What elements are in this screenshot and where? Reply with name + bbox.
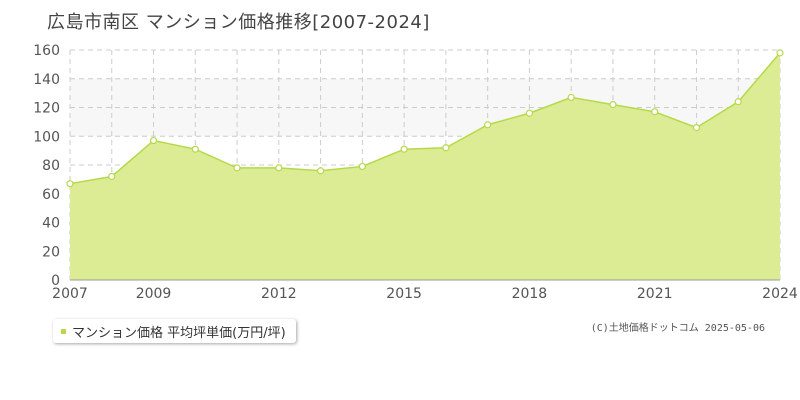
data-point <box>484 121 492 129</box>
data-point <box>108 172 116 181</box>
y-tick-label: 40 <box>42 216 60 232</box>
y-tick-label: 160 <box>33 43 60 59</box>
legend-label: マンション価格 平均坪単価(万円/坪) <box>72 325 286 341</box>
data-point <box>525 109 534 117</box>
y-tick-label: 0 <box>51 273 60 289</box>
copyright: (C)土地価格ドットコム 2025-05-06 <box>590 323 765 334</box>
data-point <box>442 144 450 152</box>
y-tick-label: 20 <box>42 244 60 260</box>
x-tick-label: 2018 <box>512 286 548 302</box>
y-tick-label: 140 <box>33 72 60 88</box>
data-point <box>275 164 283 172</box>
x-tick-label: 2015 <box>386 286 422 302</box>
x-tick-label: 2024 <box>762 286 798 302</box>
data-point <box>734 98 742 106</box>
series-line <box>69 52 781 185</box>
data-point <box>316 167 325 175</box>
y-tick-label: 60 <box>42 187 60 203</box>
data-point <box>692 124 701 132</box>
legend-swatch <box>61 328 66 334</box>
data-point <box>66 180 74 188</box>
x-tick-label: 2021 <box>637 286 673 302</box>
x-tick-label: 2012 <box>261 286 297 302</box>
x-axis-ticks: 2007 2009 2012 2015 2018 2021 2024 <box>52 286 798 302</box>
legend: マンション価格 平均坪単価(万円/坪) <box>53 319 296 343</box>
data-point <box>400 145 408 153</box>
x-tick-label: 2009 <box>136 286 172 302</box>
y-tick-label: 120 <box>33 101 60 117</box>
y-axis-ticks: 0 20 40 60 80 100 120 140 160 <box>33 43 60 289</box>
x-tick-label: 2007 <box>52 286 88 302</box>
data-point <box>358 162 366 171</box>
data-point <box>233 164 241 172</box>
chart-title: 広島市南区 マンション価格推移[2007-2024] <box>47 12 430 33</box>
data-point <box>567 93 575 102</box>
y-tick-label: 80 <box>42 158 60 174</box>
y-tick-label: 100 <box>33 129 60 145</box>
data-point <box>776 49 784 57</box>
data-point <box>609 101 617 109</box>
data-points <box>66 49 784 188</box>
data-point <box>651 108 659 116</box>
data-point <box>191 145 199 153</box>
data-point <box>149 136 158 145</box>
series-area <box>70 52 780 280</box>
